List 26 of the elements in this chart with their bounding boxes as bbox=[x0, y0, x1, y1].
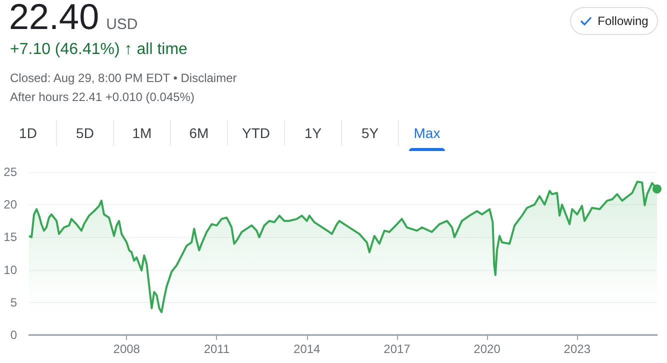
y-tick-label: 20 bbox=[4, 198, 18, 212]
x-tick-label: 2023 bbox=[564, 342, 591, 356]
x-tick-label: 2008 bbox=[113, 342, 140, 356]
text: Following bbox=[598, 14, 648, 28]
x-tick-label: 2020 bbox=[474, 342, 501, 356]
x-tick-label: 2017 bbox=[384, 342, 411, 356]
text: After hours 22.41 +0.010 (0.045%) bbox=[10, 90, 194, 104]
text: 1D bbox=[19, 125, 37, 141]
y-tick-label: 10 bbox=[4, 262, 18, 277]
text: 6M bbox=[189, 125, 209, 141]
y-tick-label: 15 bbox=[4, 230, 18, 244]
text: Closed: Aug 29, 8:00 PM EDT • Disclaimer bbox=[10, 71, 237, 85]
text: Max bbox=[414, 125, 440, 141]
chart-title: 22.40 bbox=[9, 0, 100, 38]
text: 5Y bbox=[361, 125, 379, 141]
text: YTD bbox=[242, 125, 270, 141]
chart-subtitle: USD bbox=[106, 16, 138, 33]
text: 1Y bbox=[304, 125, 322, 141]
text: 1M bbox=[132, 125, 152, 141]
x-tick-label: 2011 bbox=[204, 342, 230, 356]
y-tick-label: 0 bbox=[10, 328, 18, 342]
text: +7.10 (46.41%) ↑ all time bbox=[10, 41, 188, 59]
y-tick-label: 25 bbox=[4, 165, 18, 179]
y-tick-label: 5 bbox=[10, 295, 18, 310]
x-tick-label: 2014 bbox=[294, 342, 321, 356]
text: 5D bbox=[76, 125, 94, 141]
